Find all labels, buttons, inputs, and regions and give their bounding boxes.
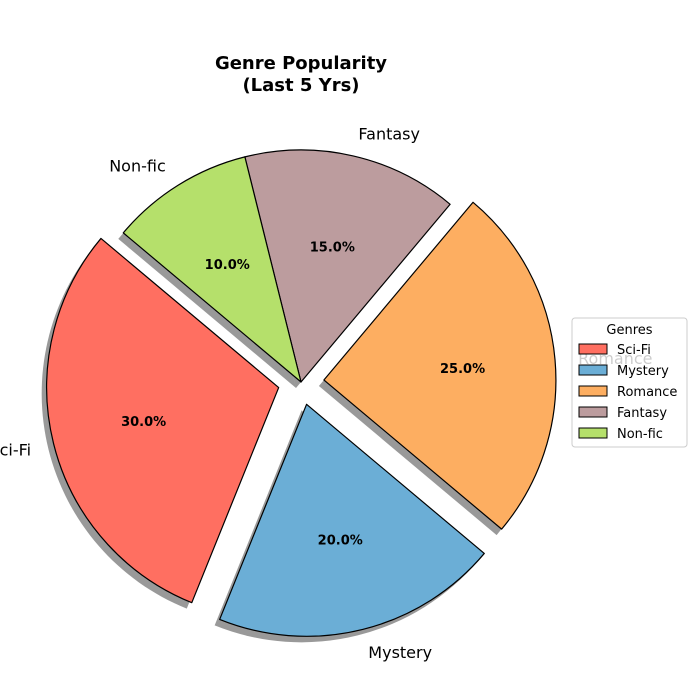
percent-labels: 30.0% 20.0% 25.0% 15.0% 10.0% <box>121 240 485 548</box>
legend-label-fantasy: Fantasy <box>617 406 667 421</box>
legend-swatch-non-fic <box>578 427 608 439</box>
slice-sci-fi <box>46 237 280 604</box>
percent-label-fantasy: 15.0% <box>310 240 355 255</box>
legend-entry-non-fic: Non-fic <box>578 427 663 442</box>
slice-mystery <box>219 403 485 637</box>
legend-label-mystery: Mystery <box>617 364 669 379</box>
legend-entry-sci-fi: Sci-Fi <box>578 343 651 358</box>
percent-label-mystery: 20.0% <box>318 533 363 548</box>
percent-label-romance: 25.0% <box>440 362 485 377</box>
chart-title-line-2: (Last 5 Yrs) <box>242 75 359 96</box>
pie-slices <box>46 149 557 637</box>
chart-title: Genre Popularity (Last 5 Yrs) <box>215 53 387 96</box>
category-label-sci-fi: Sci-Fi <box>0 440 31 459</box>
percent-label-non-fic: 10.0% <box>205 258 250 273</box>
legend-swatch-fantasy <box>578 406 608 418</box>
chart-title-line-1: Genre Popularity <box>215 53 387 74</box>
slice-non-fic <box>122 156 302 383</box>
legend-label-sci-fi: Sci-Fi <box>617 343 651 358</box>
percent-label-sci-fi: 30.0% <box>121 415 166 430</box>
slice-fantasy <box>244 149 451 383</box>
legend-entry-romance: Romance <box>578 385 677 400</box>
legend: Genres Sci-Fi Mystery Romance Fantasy Non-fi… <box>571 317 688 448</box>
category-label-fantasy: Fantasy <box>358 124 420 143</box>
category-label-mystery: Mystery <box>368 643 432 662</box>
legend-swatch-mystery <box>578 364 608 376</box>
legend-swatch-sci-fi <box>578 343 608 355</box>
legend-entry-mystery: Mystery <box>578 364 669 379</box>
legend-title: Genres <box>606 323 652 338</box>
legend-label-non-fic: Non-fic <box>617 427 663 442</box>
category-label-non-fic: Non-fic <box>109 157 166 176</box>
legend-entry-fantasy: Fantasy <box>578 406 667 421</box>
legend-swatch-romance <box>578 385 608 397</box>
slice-romance <box>323 201 557 530</box>
legend-label-romance: Romance <box>617 385 677 400</box>
legend-entries: Sci-Fi Mystery Romance Fantasy Non-fic <box>578 343 677 442</box>
